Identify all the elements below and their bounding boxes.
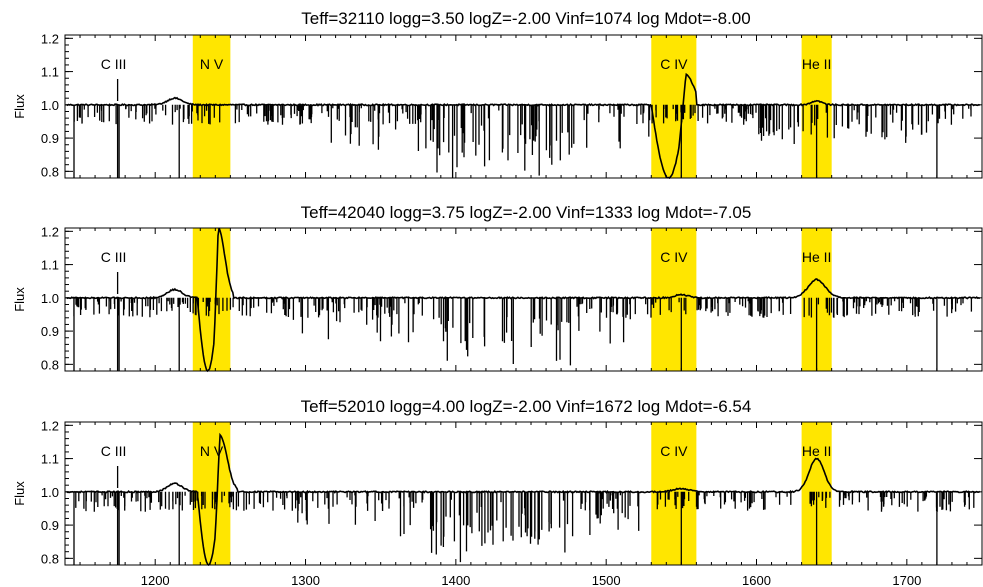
y-axis-label: Flux bbox=[12, 481, 27, 506]
band-label: N V bbox=[200, 443, 224, 459]
y-axis-label: Flux bbox=[12, 94, 27, 119]
y-tick-label: 0.8 bbox=[41, 164, 59, 179]
panel-top: Teff=32110 logg=3.50 logZ=-2.00 Vinf=107… bbox=[12, 9, 983, 179]
absorption-lines bbox=[73, 491, 975, 565]
line-label: C III bbox=[101, 249, 127, 265]
x-tick-label: 1400 bbox=[441, 573, 470, 587]
spectrum-line bbox=[66, 432, 981, 567]
y-tick-label: 0.9 bbox=[41, 131, 59, 146]
y-tick-label: 1.0 bbox=[41, 485, 59, 500]
panel-top-title: Teff=32110 logg=3.50 logZ=-2.00 Vinf=107… bbox=[301, 9, 750, 28]
line-label: C III bbox=[101, 443, 127, 459]
spectrum-line bbox=[66, 72, 981, 179]
y-tick-label: 1.2 bbox=[41, 418, 59, 433]
y-tick-label: 1.1 bbox=[41, 452, 59, 467]
x-tick-label: 1300 bbox=[291, 573, 320, 587]
highlight-band bbox=[651, 228, 697, 371]
band-label: C IV bbox=[660, 56, 688, 72]
y-tick-label: 1.2 bbox=[41, 224, 59, 239]
band-label: He II bbox=[802, 56, 832, 72]
band-label: C IV bbox=[660, 443, 688, 459]
band-label: C IV bbox=[660, 249, 688, 265]
x-tick-label: 1500 bbox=[592, 573, 621, 587]
y-tick-label: 0.9 bbox=[41, 324, 59, 339]
panel-bottom-plot: 0.8 0.9 1.0 1.1 1.2 Flux N V C IV He II C III 1200… bbox=[12, 418, 983, 587]
y-tick-label: 1.0 bbox=[41, 291, 59, 306]
x-tick-label: 1700 bbox=[892, 573, 921, 587]
y-tick-label: 1.0 bbox=[41, 98, 59, 113]
band-label: He II bbox=[802, 249, 832, 265]
plot-frame bbox=[64, 34, 983, 179]
y-tick-label: 1.1 bbox=[41, 258, 59, 273]
x-tick-label: 1200 bbox=[141, 573, 170, 587]
x-tick-label: 1600 bbox=[742, 573, 771, 587]
y-tick-label: 0.8 bbox=[41, 551, 59, 566]
band-label: N V bbox=[200, 56, 224, 72]
panel-middle-title: Teff=42040 logg=3.75 logZ=-2.00 Vinf=133… bbox=[301, 203, 752, 222]
line-label: C III bbox=[101, 56, 127, 72]
plot-frame bbox=[64, 421, 983, 566]
panel-top-plot: 0.8 0.9 1.0 1.1 1.2 Flux N V C IV He II C III bbox=[12, 31, 983, 179]
panel-middle-plot: 0.8 0.9 1.0 1.1 1.2 Flux C IV He II C III bbox=[12, 224, 983, 373]
y-tick-label: 1.1 bbox=[41, 65, 59, 80]
panel-bottom-title: Teff=52010 logg=4.00 logZ=-2.00 Vinf=167… bbox=[301, 397, 752, 416]
panel-bottom: Teff=52010 logg=4.00 logZ=-2.00 Vinf=167… bbox=[12, 397, 983, 587]
highlight-band bbox=[192, 35, 231, 178]
panel-middle: Teff=42040 logg=3.75 logZ=-2.00 Vinf=133… bbox=[12, 203, 983, 373]
y-tick-label: 0.8 bbox=[41, 357, 59, 372]
y-tick-label: 1.2 bbox=[41, 31, 59, 46]
band-label: He II bbox=[802, 443, 832, 459]
y-axis-label: Flux bbox=[12, 287, 27, 312]
absorption-lines bbox=[73, 297, 973, 371]
y-tick-label: 0.9 bbox=[41, 518, 59, 533]
spectrum-line bbox=[66, 227, 981, 373]
plot-frame bbox=[64, 227, 983, 372]
absorption-lines bbox=[73, 104, 972, 178]
